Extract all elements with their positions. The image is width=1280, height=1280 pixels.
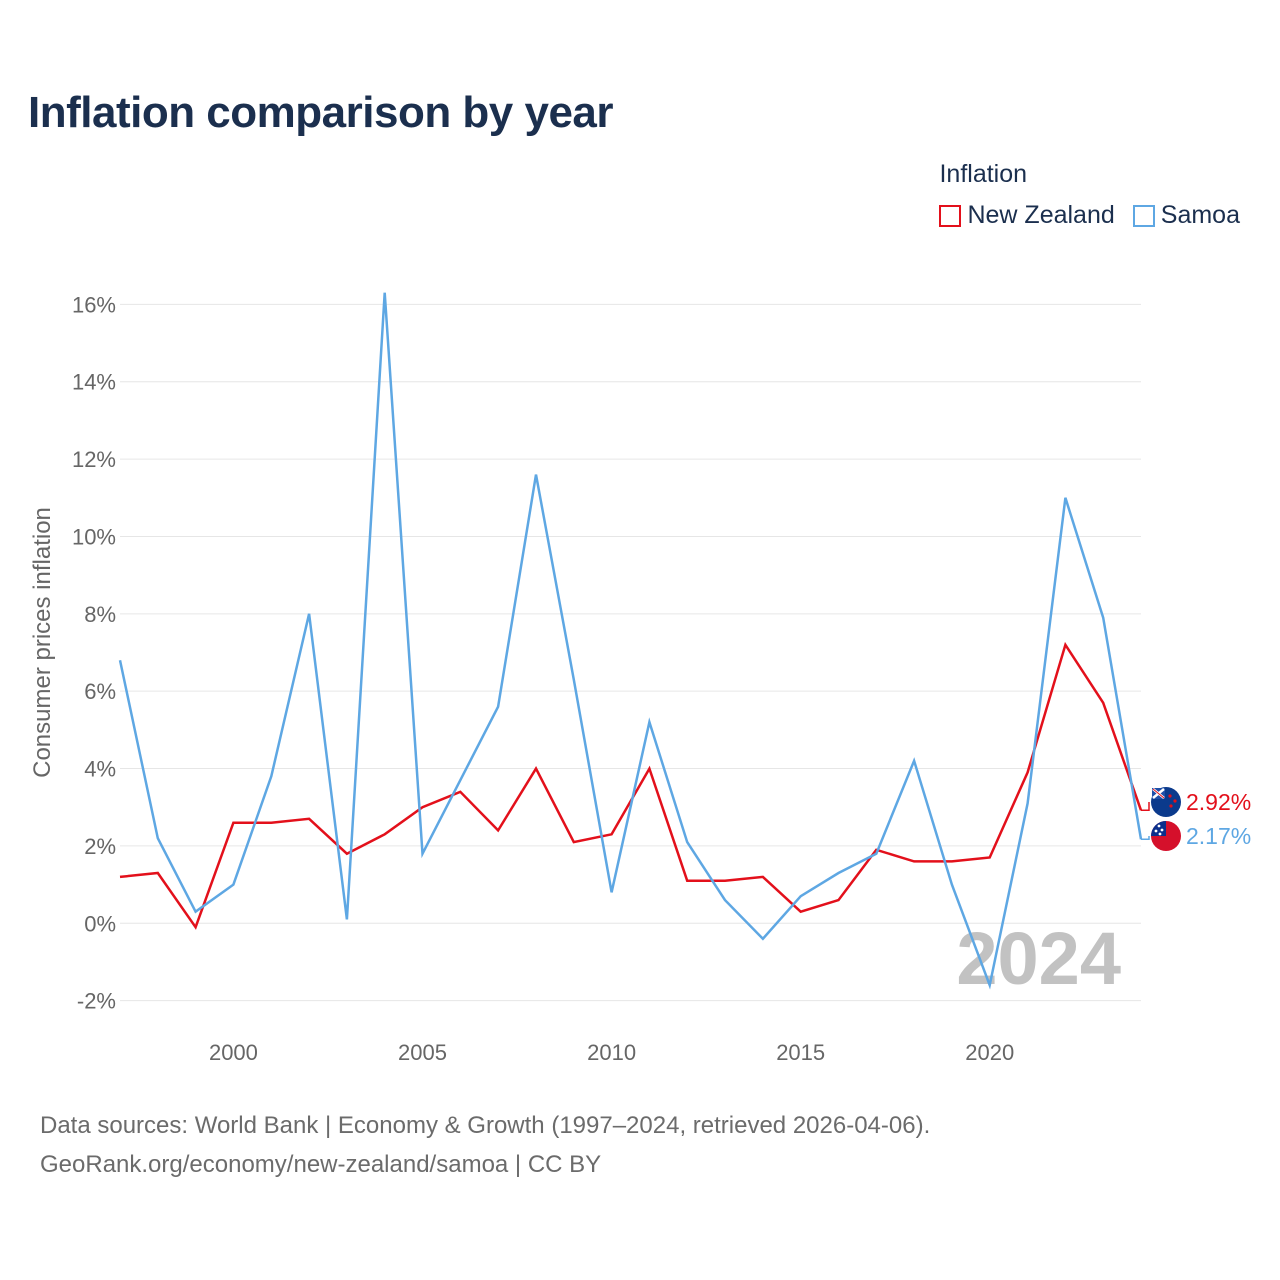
series-line-new-zealand: [119, 641, 1143, 930]
legend-label-samoa: Samoa: [1160, 201, 1240, 229]
series-line-samoa: [118, 292, 1143, 990]
line-chart: -2% 0% 2% 4% 6% 8% 10% 12% 14% 16% 2000 2005 2010 201…: [29, 292, 1251, 1065]
flag-star: [1160, 828, 1164, 832]
x-tick-label: 2000: [209, 1040, 258, 1065]
chart-title: Inflation comparison by year: [28, 88, 614, 137]
legend-title: Inflation: [939, 160, 1028, 188]
flag-cross: [1152, 788, 1165, 799]
source-line-1: Data sources: World Bank | Economy & Gro…: [40, 1112, 931, 1139]
x-tick-label: 2005: [398, 1040, 447, 1065]
x-tick-label: 2015: [776, 1040, 825, 1065]
end-label-samoa: 2.17%: [1186, 823, 1251, 849]
y-tick-label: 16%: [72, 292, 116, 317]
y-tick-label: 14%: [72, 370, 116, 395]
y-tick-label: 12%: [72, 447, 116, 472]
y-tick-label: 2%: [84, 834, 116, 859]
flag-star: [1154, 829, 1158, 833]
y-tick-label: 0%: [84, 911, 116, 936]
y-axis-label: Consumer prices inflation: [29, 507, 56, 778]
legend-swatch-new-zealand: [939, 204, 962, 227]
flag-star: [1173, 799, 1177, 803]
flag-star: [1169, 804, 1173, 808]
data-source: Data sources: World Bank | Economy & Gro…: [40, 1106, 930, 1184]
end-label-new-zealand: 2.92%: [1186, 789, 1251, 815]
x-tick-label: 2010: [587, 1040, 636, 1065]
legend-swatch-samoa: [1132, 204, 1155, 227]
year-watermark: 2024: [956, 917, 1121, 1000]
flag-star: [1158, 832, 1162, 836]
legend-item-new-zealand[interactable]: New Zealand: [939, 201, 1115, 230]
flag-star: [1168, 794, 1172, 798]
legend-item-samoa[interactable]: Samoa: [1132, 201, 1240, 230]
y-tick-label: 10%: [72, 524, 116, 549]
end-connector-new-zealand: [1141, 802, 1150, 812]
legend: Inflation New Zealand Samoa: [939, 160, 1240, 230]
y-tick-label: 6%: [84, 679, 116, 704]
end-connector-samoa: [1141, 836, 1150, 841]
flag-canton: [1151, 821, 1166, 836]
flag-star: [1157, 824, 1161, 828]
source-line-2: GeoRank.org/economy/new-zealand/samoa | …: [40, 1151, 602, 1178]
y-tick-label: 4%: [84, 757, 116, 782]
y-tick-label: -2%: [77, 989, 116, 1014]
y-tick-label: 8%: [84, 602, 116, 627]
x-tick-label: 2020: [965, 1040, 1014, 1065]
legend-label-new-zealand: New Zealand: [967, 201, 1115, 229]
